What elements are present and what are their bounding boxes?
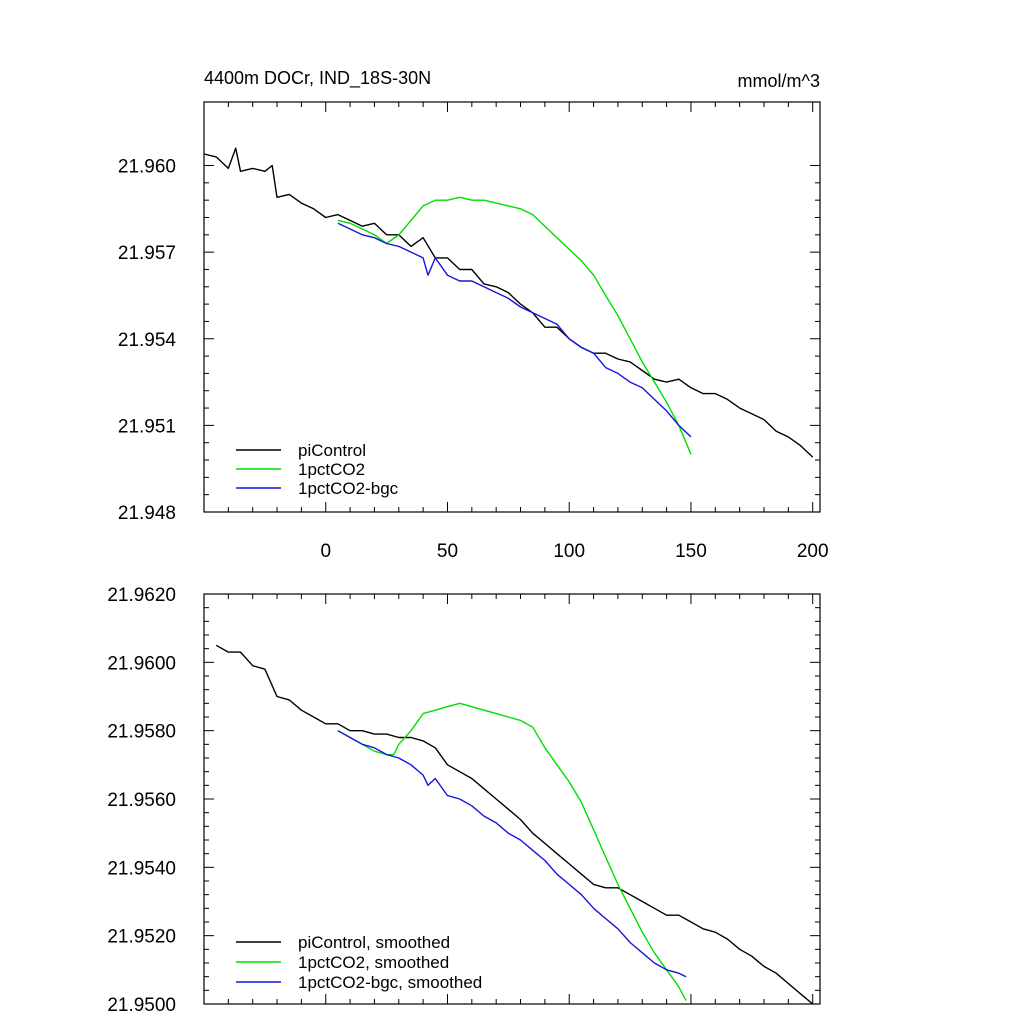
top-ytick-label: 21.948 <box>118 503 176 524</box>
top-series-1pctco2-bgc-line <box>337 222 692 438</box>
bottom-ytick-label: 21.9600 <box>107 653 176 674</box>
top-legend-label: 1pctCO2 <box>298 460 365 479</box>
top-ytick-label: 21.954 <box>118 330 177 351</box>
bottom-ytick-label: 21.9560 <box>107 790 176 811</box>
top-ytick-label: 21.951 <box>118 416 176 437</box>
top-series-picontrol-line <box>203 147 814 458</box>
top-xtick-label: 50 <box>437 541 458 562</box>
top-panel-title: 4400m DOCr, IND_18S-30N <box>204 68 431 89</box>
bottom-panel: 21.9500 21.9520 21.9540 21.9560 21.9580 21.96… <box>107 585 821 1016</box>
top-legend-label: piControl <box>298 441 366 460</box>
bottom-series-picontrol-smoothed-line <box>215 644 814 1005</box>
top-xtick-label: 150 <box>675 541 707 562</box>
bottom-ytick-label: 21.9620 <box>107 585 176 606</box>
top-xtick-label: 0 <box>320 541 331 562</box>
top-ytick-label: 21.957 <box>118 243 176 264</box>
bottom-ytick-label: 21.9540 <box>107 858 176 879</box>
top-panel: 4400m DOCr, IND_18S-30N mmol/m^3 21.9482… <box>118 68 829 562</box>
top-ytick-label: 21.960 <box>118 157 176 178</box>
top-plot-frame <box>203 101 821 513</box>
bottom-legend-label: 1pctCO2, smoothed <box>298 953 449 972</box>
top-y-tick-labels: 21.948 21.951 21.954 21.957 21.960 <box>118 157 177 524</box>
top-xtick-label: 100 <box>553 541 585 562</box>
top-x-tick-labels: 0 50 100 150 200 <box>320 541 828 562</box>
bottom-ytick-label: 21.9500 <box>107 995 176 1016</box>
bottom-axis-ticks <box>204 593 820 1005</box>
bottom-y-tick-labels: 21.9500 21.9520 21.9540 21.9560 21.9580 21.96… <box>107 585 176 1016</box>
top-axis-ticks <box>204 102 820 513</box>
top-xtick-label: 200 <box>797 541 829 562</box>
bottom-legend-label: piControl, smoothed <box>298 933 450 952</box>
bottom-ytick-label: 21.9520 <box>107 927 176 948</box>
bottom-series-1pctco2-bgc-smoothed-line <box>337 730 687 978</box>
bottom-series-1pctco2-smoothed-line <box>337 702 687 1001</box>
top-series-lines <box>203 147 814 458</box>
bottom-ytick-label: 21.9580 <box>107 722 176 743</box>
top-series-1pctco2-line <box>337 196 692 455</box>
bottom-plot-frame <box>203 593 821 1005</box>
top-panel-units: mmol/m^3 <box>738 71 820 91</box>
top-legend-label: 1pctCO2-bgc <box>298 479 399 498</box>
bottom-legend-label: 1pctCO2-bgc, smoothed <box>298 973 482 992</box>
bottom-series-lines <box>215 644 814 1005</box>
